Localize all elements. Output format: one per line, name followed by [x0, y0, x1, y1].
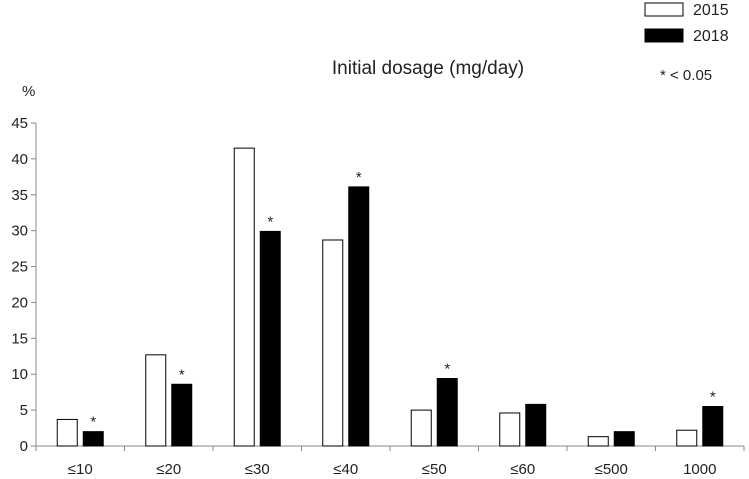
bar-2015-3	[322, 239, 344, 447]
bar-2015-5	[499, 412, 521, 447]
significance-note: * < 0.05	[660, 67, 712, 84]
y-tick-label: 15	[11, 330, 28, 347]
x-tick-label: 1000	[683, 461, 716, 478]
legend-swatch-2018	[644, 28, 684, 43]
bar-2018-4	[436, 378, 458, 447]
bar-2015-7	[676, 429, 698, 447]
y-tick-label: 10	[11, 366, 28, 383]
legend: 2015 2018	[644, 2, 729, 45]
legend-label-2015: 2015	[693, 2, 729, 19]
y-tick-label: 40	[11, 151, 28, 168]
bar-2015-1	[145, 354, 167, 447]
bar-2018-7	[702, 406, 724, 447]
significance-star: *	[179, 366, 185, 383]
significance-markers: * * * * * *	[90, 169, 716, 431]
x-tick-label: ≤50	[422, 461, 447, 478]
significance-star: *	[444, 361, 450, 378]
x-tick-label: ≤10	[68, 461, 93, 478]
y-tick-label: 0	[20, 438, 28, 455]
x-tick-label: ≤30	[245, 461, 270, 478]
significance-star: *	[710, 389, 716, 406]
bar-2015-2	[233, 147, 255, 447]
y-tick-label: 20	[11, 294, 28, 311]
bar-2018-0	[82, 431, 104, 447]
x-tick-label: ≤500	[595, 461, 628, 478]
bar-2015-0	[56, 418, 78, 447]
chart-title: Initial dosage (mg/day)	[332, 58, 524, 79]
y-tick-label: 5	[20, 402, 28, 419]
bar-2018-1	[171, 383, 193, 447]
significance-star: *	[267, 213, 273, 230]
bar-2015-4	[410, 409, 432, 447]
legend-swatch-2015	[644, 2, 684, 17]
y-tick-label: 45	[11, 115, 28, 132]
bar-2018-6	[613, 431, 635, 447]
bar-2018-5	[525, 403, 547, 447]
x-tick-label: ≤20	[156, 461, 181, 478]
significance-star: *	[356, 169, 362, 186]
y-axis-label: %	[22, 83, 35, 100]
bars	[56, 147, 724, 447]
bar-2018-3	[348, 186, 370, 447]
y-tick-label: 30	[11, 223, 28, 240]
x-tick-label: ≤40	[333, 461, 358, 478]
bar-2015-6	[587, 436, 609, 447]
bar-2018-2	[259, 230, 281, 447]
y-tick-label: 35	[11, 187, 28, 204]
legend-label-2018: 2018	[693, 28, 729, 45]
axes: 0 5 10 15 20 25 30 35 40 45 ≤10 ≤20 ≤30 ≤40 ≤50 ≤60 ≤500…	[11, 115, 745, 478]
significance-star: *	[90, 414, 96, 431]
x-tick-label: ≤60	[510, 461, 535, 478]
y-tick-label: 25	[11, 259, 28, 276]
